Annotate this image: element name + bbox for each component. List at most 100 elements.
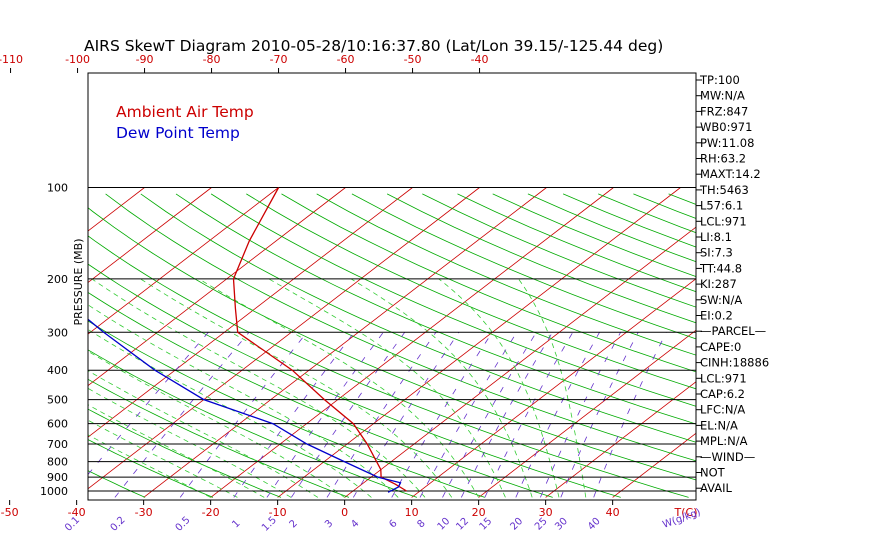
top-temp-tick-label: -90 [136,53,154,66]
mixing-ratio-label: 20 [508,516,525,533]
stat-item: FRZ:847 [700,104,748,118]
mixing-ratio-label: 10 [436,516,453,533]
stat-item: WB0:971 [700,120,752,134]
y-axis-label: PRESSURE (MB) [72,239,85,326]
stat-item: CINH:18886 [700,356,769,370]
dry-adiabat-line [809,194,870,498]
bottom-temp-tick-label: 10 [405,506,419,519]
moist-adiabat-line [88,370,319,498]
mixing-ratio-line [326,332,437,498]
bottom-temp-tick-label: 20 [472,506,486,519]
mixing-ratio-label: 30 [553,516,570,533]
top-temp-tick-label: -40 [471,53,489,66]
plot-frame [87,72,697,501]
pressure-tick-label: 900 [47,471,68,484]
grid-layer [0,187,870,498]
temp-unit-label: T(C) [674,506,698,519]
top-temp-tick-label: -80 [203,53,221,66]
isotherm-line [143,187,547,498]
stat-item: TT:44.8 [699,261,742,275]
mixing-ratio-line [460,332,553,498]
mixing-ratio-label: 40 [586,516,603,533]
ambient-air-temp-line [232,187,407,492]
moist-adiabat-line [88,304,399,498]
dry-adiabat-line [845,194,870,498]
stat-item: NOT [700,466,726,480]
mixing-ratio-label: 12 [454,516,471,533]
mixing-ratio-label: 4 [349,518,361,530]
pressure-tick-label: 600 [47,418,68,431]
stat-item: LCL:971 [700,371,747,385]
stat-item: —PARCEL— [700,324,766,338]
bottom-temp-tick-label: -30 [135,506,153,519]
mixing-ratio-line [484,332,574,498]
stat-item: TP:100 [699,73,740,87]
moist-adiabat-line [198,278,479,498]
dry-adiabat-line [210,193,696,407]
mixing-ratio-line [266,332,384,498]
bottom-temp-tick-label: -10 [269,506,287,519]
bottom-temp-tick-label: 40 [606,506,620,519]
bottom-temp-tick-label: -40 [68,506,86,519]
series-layer [88,187,407,493]
stat-item: L57:6.1 [700,199,743,213]
stat-item: EL:N/A [700,418,738,432]
isotherm-line [344,226,696,498]
stat-item: LI:8.1 [700,230,732,244]
stat-item: MPL:N/A [700,434,748,448]
mixing-ratio-label: 3 [323,518,335,530]
mixing-ratio-line [179,332,308,498]
top-temp-tick-label: -70 [270,53,288,66]
pressure-tick-label: 100 [47,182,68,195]
mixing-ratio-label: 0.2 [109,515,128,534]
mixing-ratio-line [419,332,518,498]
legend-dew-point-temp: Dew Point Temp [116,124,240,142]
mixing-ratio-line [391,332,493,498]
isotherm-line [0,188,11,498]
top-temp-tick-label: -60 [337,53,355,66]
dry-adiabat-line [351,193,696,340]
moist-adiabat-line [518,278,587,498]
dry-adiabat-line [175,193,696,425]
dry-adiabat-line [140,193,696,443]
stat-item: CAPE:0 [700,340,741,354]
isotherm-line [88,187,346,387]
dry-adiabat-line [88,439,214,498]
stat-item: LCL:971 [700,214,747,228]
isotherm-line [88,187,212,284]
moist-adiabat-line [140,278,453,498]
dry-adiabat-line [422,193,696,308]
mixing-ratio-line [114,332,250,498]
dry-adiabat-line [774,194,870,498]
moist-adiabat-line [268,278,506,498]
isotherm-line [612,432,696,498]
moist-adiabat-line [438,278,560,498]
dry-adiabat-line [492,193,696,277]
stat-item: —WIND— [700,450,755,464]
pressure-tick-label: 800 [47,456,68,469]
dry-adiabat-line [88,470,146,498]
isotherm-line [210,187,614,498]
dew-point-temp-line [88,318,402,493]
dry-adiabat-line [281,193,696,373]
mixing-ratio-line [540,332,621,498]
stat-item: RH:63.2 [700,152,746,166]
stat-item: CAP:6.2 [700,387,745,401]
pressure-tick-label: 700 [47,438,68,451]
dry-adiabat-line [527,193,696,263]
top-temp-tick-label: -110 [0,53,23,66]
legend-ambient-air-temp: Ambient Air Temp [116,103,254,121]
dry-adiabat-line [88,378,350,498]
mixing-ratio-label: 2 [288,518,300,530]
pressure-tick-label: 1000 [40,485,68,498]
mixing-ratio-line [560,332,639,498]
mixing-ratio-line [352,332,460,498]
moist-adiabat-line [88,387,292,498]
stat-item: TH:5463 [699,183,749,197]
stat-item: EI:0.2 [700,309,733,323]
top-temp-tick-label: -100 [65,53,90,66]
stat-item: LFC:N/A [700,403,745,417]
isotherm-line [478,329,696,498]
